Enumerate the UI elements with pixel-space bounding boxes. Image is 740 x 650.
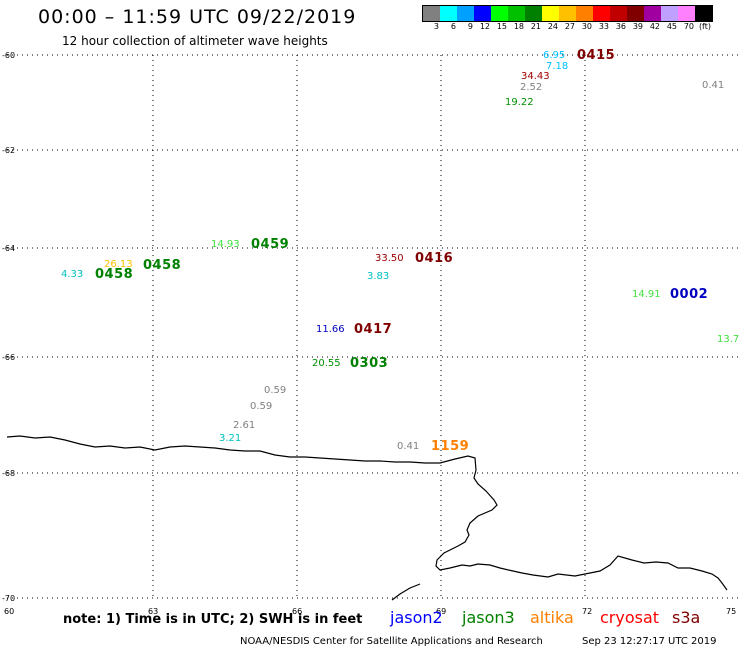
pass-time-label: 0458	[143, 258, 182, 273]
wave-height-value: 6.95	[543, 50, 566, 61]
wave-height-value: 20.55	[312, 358, 341, 369]
colorbar-label: 30	[581, 22, 592, 31]
colorbar-label: 15	[496, 22, 507, 31]
longitude-label: 75	[726, 607, 736, 616]
colorbar-swatch	[593, 6, 610, 21]
wave-height-value: 2.52	[520, 82, 543, 93]
wave-height-value: 26.13	[104, 259, 133, 270]
colorbar-label: 18	[513, 22, 524, 31]
colorbar-swatch	[695, 6, 712, 21]
wave-height-value: 7.18	[546, 61, 569, 72]
longitude-label: 72	[582, 607, 592, 616]
colorbar-swatch	[542, 6, 559, 21]
wave-height-value: 11.66	[316, 324, 345, 335]
wave-height-value: 14.93	[211, 239, 240, 250]
wave-height-value: 0.41	[397, 441, 420, 452]
legend-altika: altika	[530, 608, 574, 627]
map-subtitle: 12 hour collection of altimeter wave hei…	[62, 34, 328, 48]
colorbar-label: 45	[666, 22, 677, 31]
wave-height-value: 2.61	[233, 420, 256, 431]
colorbar-swatch	[423, 6, 440, 21]
latitude-label: -62	[2, 146, 15, 155]
pass-time-label: 0415	[577, 48, 616, 63]
legend-cryosat: cryosat	[600, 608, 660, 627]
wave-height-value: 33.50	[375, 253, 404, 264]
lat-lon-grid: -60 -62 -64 -66 -68 -70 60 63 66 69 72 75	[2, 51, 740, 616]
legend-jason2: jason2	[390, 608, 443, 627]
colorbar-swatch	[457, 6, 474, 21]
colorbar-label: 42	[649, 22, 660, 31]
coastline	[6, 435, 728, 591]
pass-time-label: 0417	[354, 322, 393, 337]
colorbar-swatch	[525, 6, 542, 21]
credit-line: NOAA/NESDIS Center for Satellite Applica…	[240, 636, 543, 647]
colorbar-label: 27	[564, 22, 575, 31]
wave-height-value: 3.21	[219, 433, 242, 444]
wave-height-value: 0.59	[264, 385, 287, 396]
colorbar-swatch	[559, 6, 576, 21]
colorbar-labels: 3 6 9 12 15 18 21 24 27 30 33 36 39 42 45 70 (ft)	[422, 22, 711, 34]
legend-s3a: s3a	[672, 608, 701, 627]
colorbar-swatch	[491, 6, 508, 21]
latitude-label: -60	[2, 51, 15, 60]
colorbar-swatch	[440, 6, 457, 21]
longitude-label: 66	[292, 607, 302, 616]
wave-height-value: 34.43	[521, 71, 550, 82]
colorbar-label: 12	[479, 22, 490, 31]
wave-height-value: 14.91	[632, 289, 661, 300]
latitude-label: -64	[2, 244, 15, 253]
colorbar-swatch	[610, 6, 627, 21]
pass-time-label: 0002	[670, 287, 709, 302]
wave-height-value: 19.22	[505, 97, 534, 108]
colorbar-label: 70	[683, 22, 694, 31]
latitude-label: -66	[2, 353, 15, 362]
wave-height-colorbar	[422, 5, 713, 22]
colorbar-label: 36	[615, 22, 626, 31]
colorbar-label: 3	[433, 22, 439, 31]
longitude-label: 60	[4, 607, 14, 616]
colorbar-swatch	[474, 6, 491, 21]
wave-height-value: 4.33	[61, 269, 84, 280]
pass-time-label: 0303	[350, 356, 389, 371]
colorbar-label: (ft)	[698, 22, 711, 31]
colorbar-label: 9	[467, 22, 473, 31]
colorbar-swatch	[661, 6, 678, 21]
latitude-label: -68	[2, 469, 15, 478]
colorbar-swatch	[627, 6, 644, 21]
pass-time-label: 0416	[415, 251, 454, 266]
wave-height-value: 3.83	[367, 271, 390, 282]
colorbar-swatch	[644, 6, 661, 21]
legend-jason3: jason3	[462, 608, 515, 627]
colorbar-label: 21	[530, 22, 541, 31]
wave-height-value: 0.41	[702, 80, 725, 91]
longitude-label: 69	[436, 607, 446, 616]
colorbar-swatch	[576, 6, 593, 21]
colorbar-swatch	[678, 6, 695, 21]
longitude-label: 63	[148, 607, 158, 616]
wave-height-value: 0.59	[250, 401, 273, 412]
colorbar-label: 24	[547, 22, 558, 31]
pass-time-label: 0458	[95, 267, 134, 282]
generated-timestamp: Sep 23 12:27:17 UTC 2019	[582, 636, 717, 647]
map-title: 00:00 – 11:59 UTC 09/22/2019	[38, 6, 357, 28]
colorbar-swatch	[508, 6, 525, 21]
coastline-lower	[391, 583, 421, 601]
colorbar-label: 33	[598, 22, 609, 31]
colorbar-label: 39	[632, 22, 643, 31]
footnote: note: 1) Time is in UTC; 2) SWH is in fe…	[63, 612, 363, 627]
pass-time-label: 0459	[251, 237, 290, 252]
colorbar-label: 6	[450, 22, 456, 31]
pass-time-label: 1159	[431, 439, 470, 454]
wave-height-value: 13.7	[717, 334, 740, 345]
latitude-label: -70	[2, 594, 15, 603]
